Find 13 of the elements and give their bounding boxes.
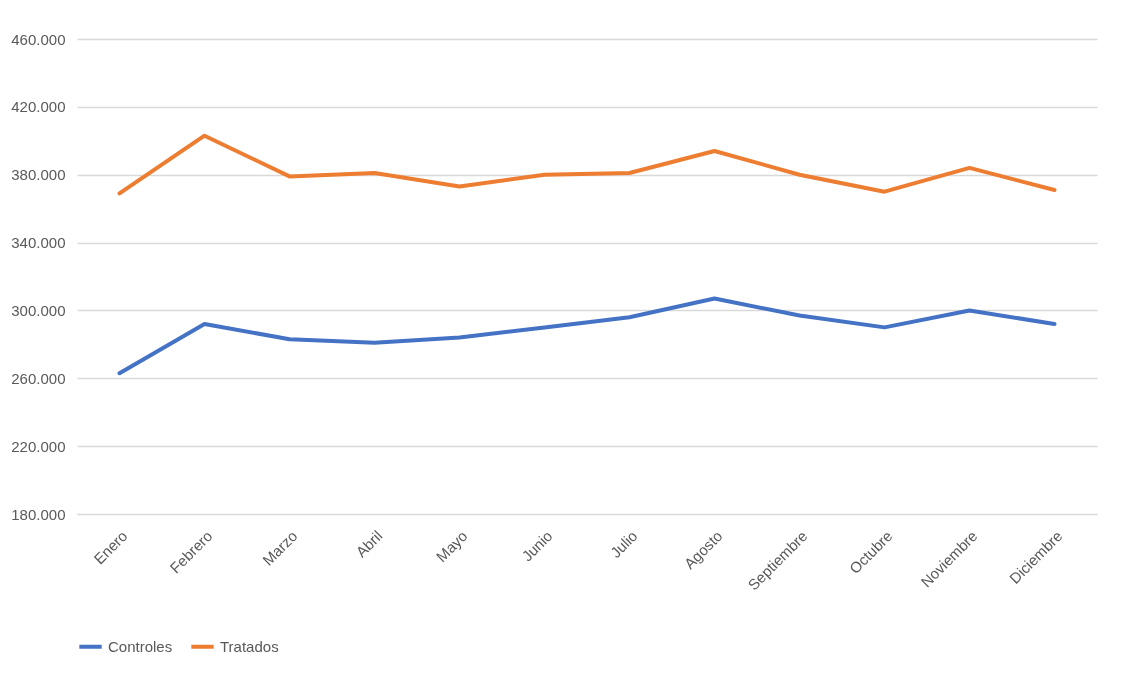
line-series bbox=[117, 296, 1057, 376]
legend-label: Tratados bbox=[220, 637, 279, 655]
y-tick-label: 220.000 bbox=[11, 437, 66, 455]
y-tick-label: 300.000 bbox=[11, 301, 66, 319]
y-tick-label: 420.000 bbox=[11, 98, 66, 116]
x-tick-label: Julio bbox=[606, 527, 641, 561]
legend-label: Controles bbox=[108, 637, 173, 655]
y-tick-label: 460.000 bbox=[11, 30, 66, 48]
line-series bbox=[117, 133, 1057, 196]
y-tick-label: 380.000 bbox=[11, 166, 66, 184]
y-tick-label: 340.000 bbox=[11, 234, 66, 252]
y-tick-label: 260.000 bbox=[11, 369, 66, 387]
y-tick-label: 180.000 bbox=[11, 505, 66, 523]
